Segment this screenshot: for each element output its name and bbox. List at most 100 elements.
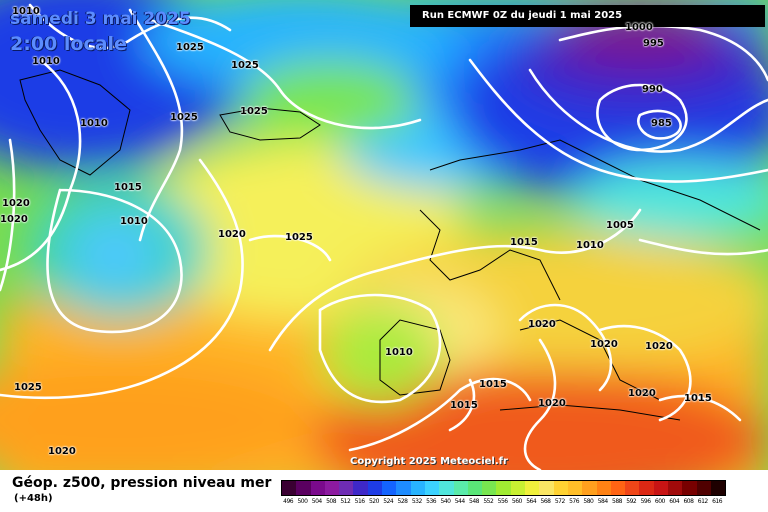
run-info: Run ECMWF 0Z du jeudi 1 mai 2025	[410, 5, 765, 27]
color-field	[0, 0, 768, 470]
scale-tick-label: 600	[654, 498, 665, 505]
scale-tick-label: 568	[540, 498, 551, 505]
scale-tick-label: 580	[583, 498, 594, 505]
color-scale	[281, 480, 727, 496]
scale-swatch	[396, 481, 411, 495]
isobar-label: 1020	[538, 398, 566, 409]
scale-swatch	[453, 481, 468, 495]
scale-swatch	[639, 481, 654, 495]
scale-tick-label: 612	[697, 498, 708, 505]
scale-swatch	[696, 481, 711, 495]
scale-tick-label: 572	[554, 498, 565, 505]
scale-swatch	[324, 481, 340, 495]
scale-tick-label: 548	[469, 498, 479, 505]
scale-swatch	[382, 481, 397, 495]
isobar-label: 1010	[576, 240, 604, 251]
isobar-label: 1020	[2, 198, 30, 209]
scale-tick-label: 552	[483, 498, 494, 505]
isobars	[0, 3, 768, 470]
scale-swatch	[353, 481, 368, 495]
scale-tick-label: 608	[683, 498, 694, 505]
scale-swatch	[539, 481, 554, 495]
scale-swatch	[424, 481, 440, 495]
scale-tick-label: 544	[454, 498, 465, 505]
scale-tick-label: 540	[440, 498, 451, 505]
scale-swatch	[553, 481, 568, 495]
scale-tick-label: 524	[383, 498, 394, 505]
isobar-label: 1025	[231, 60, 259, 71]
scale-swatch	[596, 481, 611, 495]
legend-footer: Géop. z500, pression niveau mer (+48h) 4…	[0, 470, 768, 512]
isobar-label: 1020	[218, 229, 246, 240]
scale-swatch	[668, 481, 683, 495]
forecast-date: samedi 3 mai 2025	[10, 9, 191, 29]
scale-tick-label: 576	[569, 498, 580, 505]
lead-time: (+48h)	[14, 493, 53, 504]
scale-tick-label: 588	[612, 498, 622, 505]
isobar-label: 1020	[48, 446, 76, 457]
scale-swatch	[296, 481, 311, 495]
isobar-label: 1000	[625, 22, 653, 33]
isobar-label: 1010	[12, 6, 40, 17]
isobar-label: 1010	[32, 56, 60, 67]
copyright: Copyright 2025 Meteociel.fr	[350, 456, 508, 467]
scale-swatch	[482, 481, 497, 495]
scale-tick-label: 536	[426, 498, 437, 505]
isobar-label: 1025	[285, 232, 313, 243]
scale-tick-label: 528	[397, 498, 408, 505]
scale-tick-label: 564	[526, 498, 537, 505]
scale-swatch	[510, 481, 526, 495]
isobar-label: 1025	[170, 112, 198, 123]
scale-tick-label: 504	[311, 498, 322, 505]
isobar-label: 1020	[645, 341, 673, 352]
coastlines	[19, 69, 761, 421]
scale-tick-label: 496	[283, 498, 294, 505]
scale-tick-label: 520	[368, 498, 379, 505]
isobar-label: 1010	[385, 347, 413, 358]
scale-swatch	[439, 481, 454, 495]
color-scale-ticks: 496 500 504 508 512 516 520 524 528 532 536 540 544 5…	[281, 498, 724, 505]
isobar-label: 1020	[590, 339, 618, 350]
geopotential-field	[0, 0, 768, 470]
scale-tick-label: 500	[297, 498, 308, 505]
scale-tick-label: 556	[497, 498, 508, 505]
isobar-label: 1015	[450, 400, 478, 411]
scale-swatch	[567, 481, 583, 495]
isobar-label: 1025	[240, 106, 268, 117]
isobar-label: 1015	[114, 182, 142, 193]
scale-swatch	[339, 481, 354, 495]
scale-swatch	[310, 481, 325, 495]
isobar-label: 1015	[479, 379, 507, 390]
scale-swatch	[653, 481, 669, 495]
scale-tick-label: 596	[640, 498, 651, 505]
scale-swatch	[467, 481, 483, 495]
scale-swatch	[525, 481, 540, 495]
scale-swatch	[710, 481, 726, 495]
scale-swatch	[682, 481, 697, 495]
scale-swatch	[367, 481, 383, 495]
isobar-label: 1025	[14, 382, 42, 393]
scale-tick-label: 508	[326, 498, 337, 505]
scale-swatch	[625, 481, 640, 495]
isobar-label: 995	[643, 38, 664, 49]
isobar-label: 1020	[0, 214, 28, 225]
isobar-label: 990	[642, 84, 663, 95]
scale-swatch	[496, 481, 511, 495]
scale-swatch	[582, 481, 597, 495]
scale-tick-label: 616	[712, 498, 723, 505]
isobar-label: 1020	[628, 388, 656, 399]
scale-tick-label: 592	[626, 498, 637, 505]
map-title: Géop. z500, pression niveau mer	[12, 475, 272, 491]
isobar-label: 1005	[606, 220, 634, 231]
isobar-label: 1010	[120, 216, 148, 227]
isobar-label: 1010	[80, 118, 108, 129]
forecast-time: 2:00 locale	[10, 33, 127, 55]
weather-map: samedi 3 mai 2025 2:00 locale Run ECMWF …	[0, 0, 768, 470]
scale-tick-label: 604	[669, 498, 680, 505]
isobar-label: 1020	[528, 319, 556, 330]
scale-tick-label: 512	[340, 498, 351, 505]
isobar-label: 1015	[684, 393, 712, 404]
scale-swatch	[610, 481, 626, 495]
scale-swatch	[282, 481, 297, 495]
scale-tick-label: 516	[354, 498, 365, 505]
